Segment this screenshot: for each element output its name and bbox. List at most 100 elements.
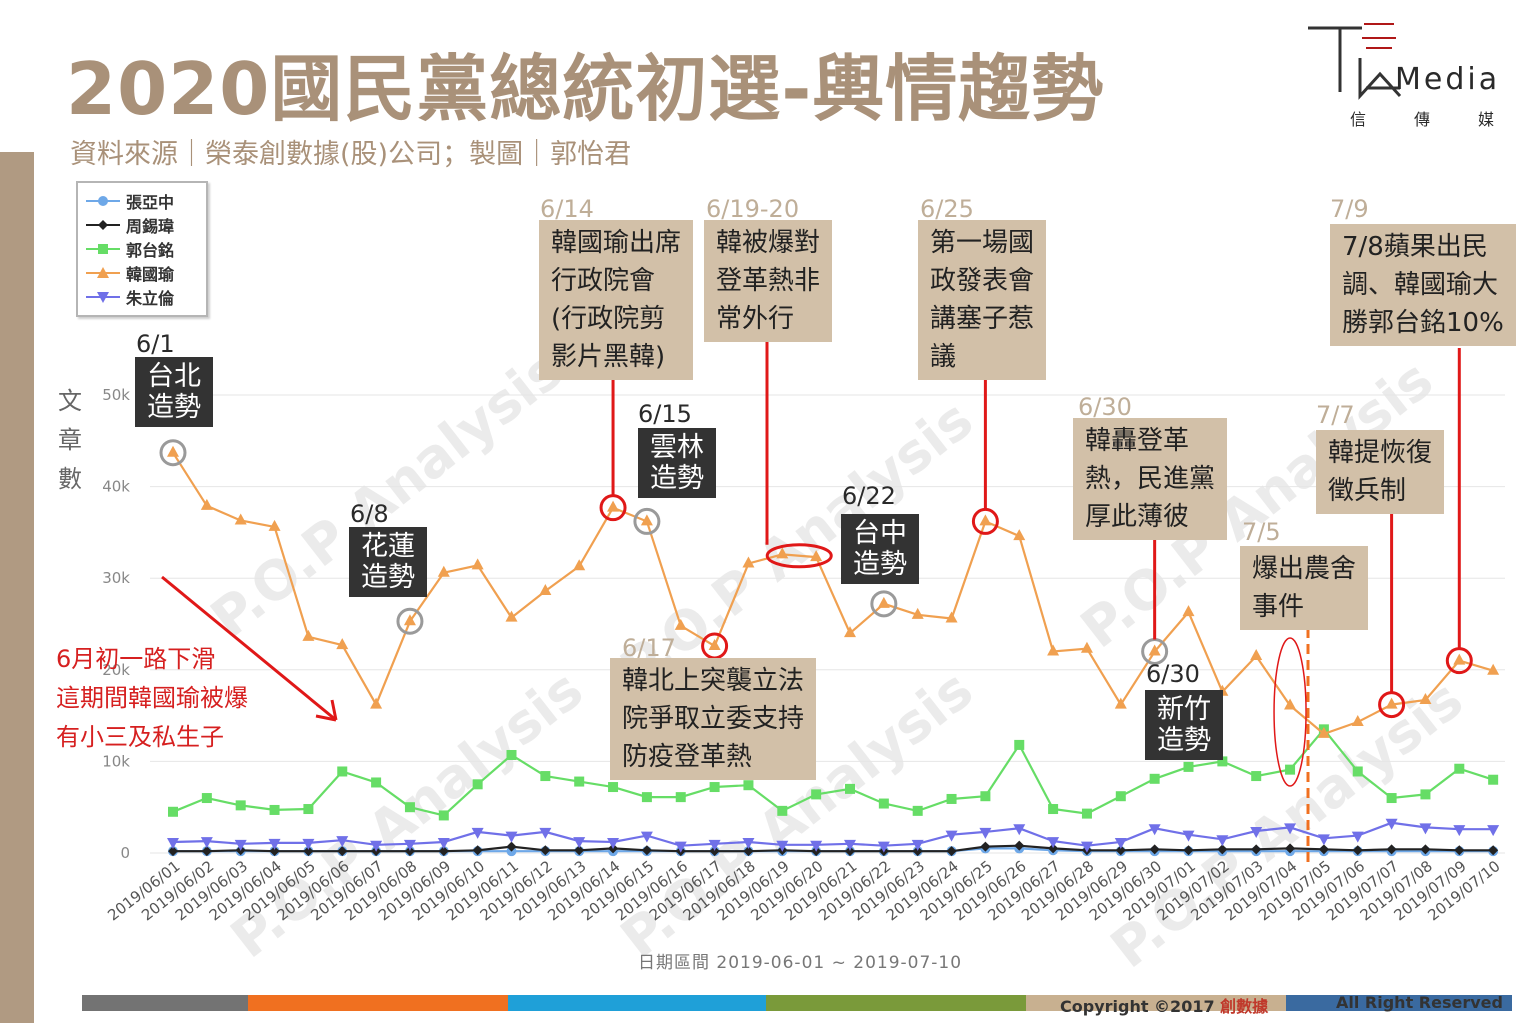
data-point [844,626,856,638]
data-point [371,777,382,788]
legend-label: 郭台銘 [126,241,175,260]
data-point [946,846,957,857]
data-point [776,840,789,852]
data-point [709,846,720,857]
rally-label: 花蓮 造勢 [349,527,427,597]
callout-line: 7/8蘋果出民 [1342,232,1488,262]
data-point [1285,764,1296,775]
data-point [1080,841,1093,853]
data-point [1149,844,1160,855]
data-point [574,845,585,856]
footer-segment [1286,995,1512,1011]
rally-line: 造勢 [1157,725,1211,756]
data-point [911,839,924,851]
data-point [337,846,348,857]
event-callout: 韓國瑜出席 行政院會 (行政院剪 影片黑韓) [539,220,694,380]
data-point [437,838,450,850]
legend-marker-square-icon [86,244,120,254]
data-point [1351,715,1364,727]
highlight-ellipse [1273,637,1307,787]
legend-marker-circle-icon [86,196,120,206]
arrow-head-icon [315,699,338,722]
data-point [912,846,923,857]
note-line: 6月初一路下滑 [56,645,216,673]
callout-line: 韓北上突襲立法 [622,666,805,696]
logo-text: Media [1395,62,1501,97]
data-point [1454,763,1465,774]
highlight-ring [870,590,898,618]
data-point [573,559,586,571]
data-point [1250,649,1263,661]
data-point [1488,845,1499,856]
logo-mark-icon [1308,23,1402,100]
data-point [540,771,551,782]
data-point [1081,808,1092,819]
legend-marker-triangle-down-icon [86,292,120,303]
data-point [1386,793,1397,804]
logo-sub-2: 傳 [1414,110,1431,129]
data-point [336,836,349,848]
data-point [1014,840,1025,851]
data-point [945,830,958,842]
data-point [1183,845,1194,856]
data-point [877,841,890,853]
data-point [912,805,923,816]
data-point [573,837,586,849]
event-callout: 韓轟登革 熱，民進黨 厚此薄彼 [1073,418,1228,540]
data-point [877,596,890,608]
event-callout: 韓北上突襲立法 院爭取立委支持 防疫登革熱 [610,658,817,780]
data-point [742,838,755,850]
data-point [1048,804,1059,815]
data-point [1454,845,1465,856]
data-point [1419,823,1432,835]
callout-date: 7/5 [1242,518,1281,546]
data-point [946,793,957,804]
callout-date: 7/9 [1330,195,1369,223]
data-point [1217,844,1228,855]
callout-line: 熱，民進黨 [1085,464,1216,494]
data-point [472,845,483,856]
trend-arrow-line [161,575,337,722]
data-point [1352,766,1363,777]
y-tick-label: 30k [102,569,130,587]
data-point [945,611,958,623]
data-point [845,846,855,857]
data-point [1182,605,1195,617]
data-point [540,845,551,856]
data-point [1014,739,1025,750]
data-point [303,804,314,815]
callout-line: 登革熱非 [716,266,821,296]
y-axis-label: 文章數 [58,387,82,493]
callout-line: 第一場國 [930,228,1035,258]
data-point [811,789,822,800]
callout-date: 6/14 [540,195,594,223]
data-point [336,638,349,650]
callout-line: 政發表會 [930,266,1035,296]
event-callout: 第一場國 政發表會 講塞子惹 議 [918,220,1047,380]
highlight-ring [701,632,729,660]
data-point [878,798,889,809]
data-point [404,846,415,857]
callout-line: 爆出農舍 [1252,554,1357,584]
footer-segment [1026,995,1286,1011]
data-point [201,846,212,857]
data-point [404,802,415,813]
rally-date: 6/30 [1146,660,1200,688]
y-tick-label: 10k [102,752,130,770]
data-point [1251,844,1262,855]
data-point [471,558,484,570]
y-tick-label: 20k [102,661,130,679]
data-point [539,827,552,839]
data-point [505,831,518,843]
rally-date: 6/8 [350,500,389,528]
callout-date: 7/7 [1316,401,1355,429]
data-point [979,514,992,526]
data-point [1385,818,1398,830]
data-point [1317,726,1330,738]
annotation-june-decline: 6月初一路下滑 這期間韓國瑜被爆 有小三及私生子 [56,640,248,757]
footer-segment [508,995,766,1011]
data-point [1080,641,1093,653]
series-line [173,844,1494,853]
y-tick-label: 50k [102,386,130,404]
footer-color-bar [82,995,1512,1011]
